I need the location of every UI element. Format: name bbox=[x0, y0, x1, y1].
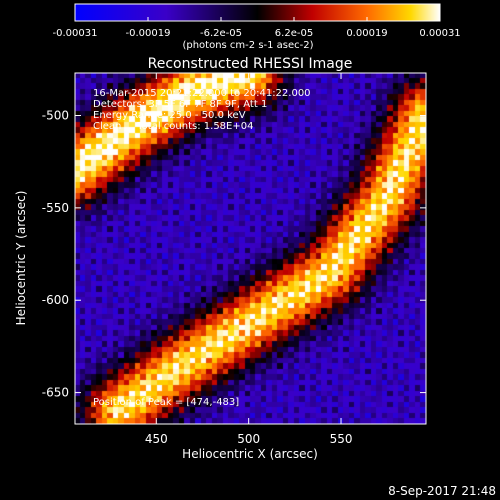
colorbar-tick-label: -0.00031 bbox=[53, 28, 98, 39]
y-tick-label: -650 bbox=[42, 386, 69, 400]
annotation-detectors: Detectors: 3F 5F 6F 7F 8F 9F, Att 1 bbox=[93, 99, 268, 110]
annotation-energy: Energy Range: 25.0 - 50.0 keV bbox=[93, 110, 246, 121]
colorbar bbox=[75, 4, 440, 21]
x-axis-label: Heliocentric X (arcsec) bbox=[182, 447, 318, 461]
colorbar-tick-label: 0.00031 bbox=[419, 28, 460, 39]
annotation-time: 16-Mar-2015 20:21:22.000 to 20:41:22.000 bbox=[93, 88, 311, 99]
y-tick-label: -500 bbox=[42, 108, 69, 122]
colorbar-frame bbox=[74, 3, 441, 22]
chart-title: Reconstructed RHESSI Image bbox=[148, 56, 353, 72]
colorbar-tick-label: 6.2e-05 bbox=[275, 28, 313, 39]
y-tick-label: -600 bbox=[42, 293, 69, 307]
footer-date: 8-Sep-2017 21:48 bbox=[388, 484, 496, 498]
colorbar-ticks: -0.00031 -0.00019 -6.2e-05 6.2e-05 0.00019 0.… bbox=[53, 17, 461, 39]
x-tick-label: 550 bbox=[330, 432, 353, 446]
x-tick-label: 500 bbox=[237, 432, 260, 446]
y-tick-label: -550 bbox=[42, 201, 69, 215]
colorbar-tick-label: 0.00019 bbox=[346, 28, 387, 39]
colorbar-tick-label: -0.00019 bbox=[126, 28, 171, 39]
annotation-clean: Clean Total counts: 1.58E+04 bbox=[93, 121, 254, 132]
annotation-peak: Position of Peak = [474,-483] bbox=[93, 397, 240, 408]
colorbar-label: (photons cm-2 s-1 asec-2) bbox=[182, 40, 313, 51]
x-tick-label: 450 bbox=[145, 432, 168, 446]
colorbar-tick-label: -6.2e-05 bbox=[200, 28, 242, 39]
y-axis-label: Heliocentric Y (arcsec) bbox=[14, 191, 28, 326]
